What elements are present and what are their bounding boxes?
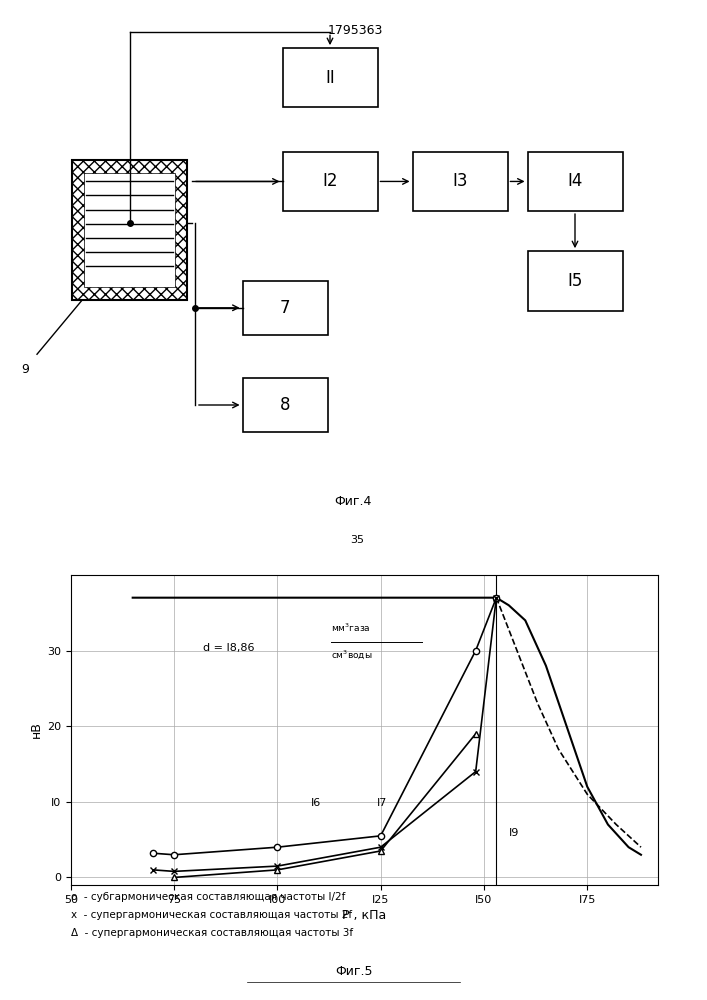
Text: см$^3$воды: см$^3$воды — [331, 649, 373, 661]
Text: 9: 9 — [21, 363, 29, 376]
Bar — [283, 48, 378, 107]
Text: I4: I4 — [567, 172, 583, 190]
Text: I6: I6 — [310, 798, 321, 808]
X-axis label: Р , кПа: Р , кПа — [342, 909, 386, 922]
Bar — [283, 152, 378, 211]
Text: I9: I9 — [509, 828, 519, 838]
Text: II: II — [325, 69, 335, 87]
Text: о  - субгармоническая составляющая частоты I/2f: о - субгармоническая составляющая частот… — [71, 892, 345, 902]
Bar — [243, 281, 327, 335]
Bar — [72, 160, 187, 300]
Text: 8: 8 — [280, 396, 291, 414]
Text: I7: I7 — [377, 798, 387, 808]
Text: 35: 35 — [350, 535, 364, 545]
Text: Δ  - супергармоническая составляющая частоты 3f: Δ - супергармоническая составляющая част… — [71, 928, 353, 938]
Text: I2: I2 — [322, 172, 338, 190]
Bar — [412, 152, 508, 211]
Text: мм$^3$газа: мм$^3$газа — [331, 621, 370, 634]
Bar — [527, 251, 622, 310]
Y-axis label: нВ: нВ — [30, 722, 42, 738]
Text: Фиг.5: Фиг.5 — [334, 965, 373, 978]
Text: I5: I5 — [567, 272, 583, 290]
Bar — [527, 152, 622, 211]
Bar — [84, 173, 175, 287]
Text: Фиг.4: Фиг.4 — [334, 495, 372, 508]
Text: I3: I3 — [452, 172, 468, 190]
Text: d = I8,86: d = I8,86 — [203, 643, 255, 653]
Bar — [243, 378, 327, 432]
Text: х  - супергармоническая составляющая частоты 2f: х - супергармоническая составляющая част… — [71, 910, 352, 920]
Text: 1795363: 1795363 — [327, 24, 382, 37]
Bar — [72, 160, 187, 300]
Text: 7: 7 — [280, 299, 291, 317]
